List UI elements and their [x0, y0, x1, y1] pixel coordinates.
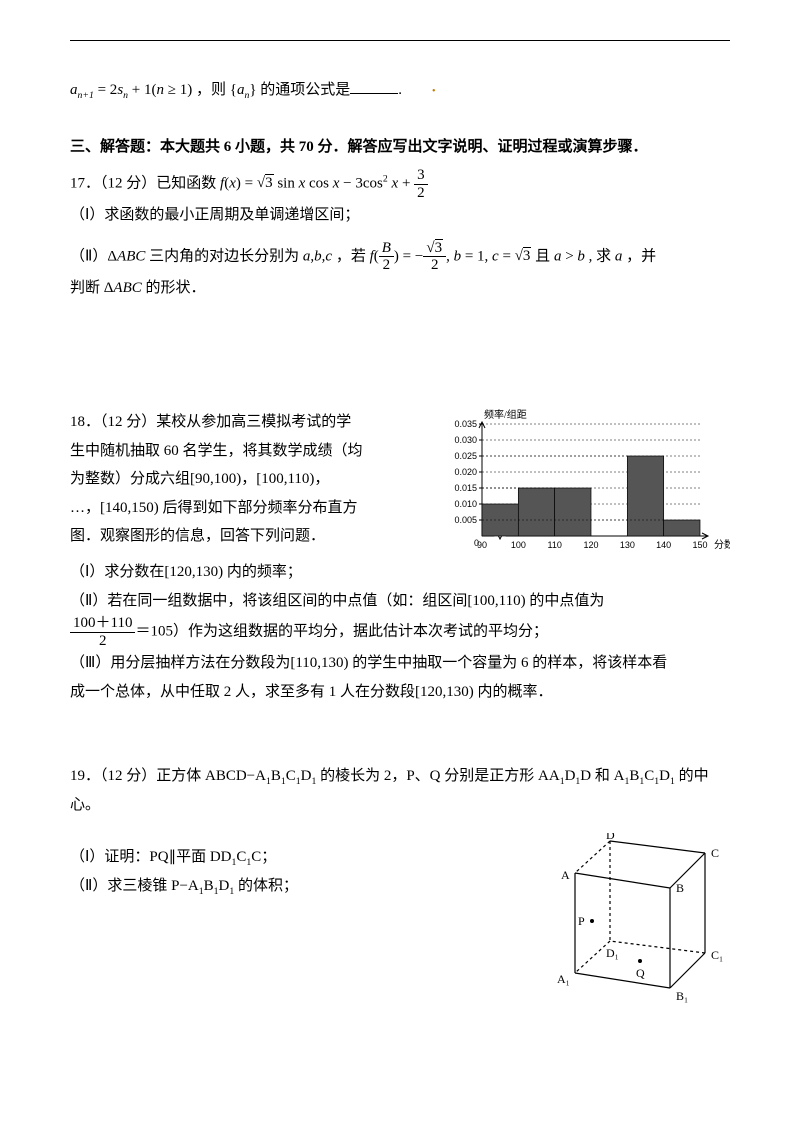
svg-text:分数: 分数 [714, 538, 730, 551]
q17-part2-line1: （Ⅱ）ΔABC 三内角的对边长分别为 a,b,c ，若 f(B2) = −√32… [70, 240, 730, 274]
svg-text:100: 100 [511, 540, 526, 550]
prev-question-fragment: an+1 = 2sn + 1(n ≥ 1) ，则 {an} 的通项公式是. • [70, 76, 730, 105]
q18-part2a: （Ⅱ）若在同一组数据中，将该组区间的中点值（如：组区间[100,110) 的中点… [70, 587, 730, 616]
svg-text:0.020: 0.020 [454, 467, 477, 477]
svg-text:120: 120 [583, 540, 598, 550]
svg-text:140: 140 [656, 540, 671, 550]
svg-text:A: A [561, 868, 570, 882]
svg-text:Q: Q [636, 966, 645, 980]
q18-part3b: 成一个总体，从中任取 2 人，求至多有 1 人在分数段[120,130) 内的概… [70, 678, 730, 707]
q18-line2: 生中随机抽取 60 名学生，将其数学成绩（均 [70, 437, 430, 466]
svg-text:0.035: 0.035 [454, 419, 477, 429]
q17-stem: 17．（12 分）已知函数 f(x) = √3 sin x cos x − 3c… [70, 167, 730, 201]
svg-text:B₁: B₁ [676, 989, 688, 1003]
svg-text:0.010: 0.010 [454, 499, 477, 509]
svg-text:C: C [711, 846, 719, 860]
svg-text:D₁: D₁ [606, 946, 619, 960]
q18-line3: 为整数）分成六组[90,100)，[100,110)， [70, 465, 430, 494]
svg-text:A₁: A₁ [557, 972, 570, 986]
q19-stem: 19．（12 分）正方体 ABCD−A1B1C1D1 的棱长为 2，P、Q 分别… [70, 762, 730, 819]
question-18: 18．（12 分）某校从参加高三模拟考试的学 生中随机抽取 60 名学生，将其数… [70, 408, 730, 706]
period: . [398, 82, 402, 98]
svg-text:0.030: 0.030 [454, 435, 477, 445]
svg-text:130: 130 [620, 540, 635, 550]
page-top-rule [70, 40, 730, 41]
svg-text:P: P [578, 914, 585, 928]
histogram-chart: 频率/组距 0.005 0.010 0.015 0.020 0.025 0.030 0.035… [440, 408, 730, 558]
section-3-title: 三、解答题：本大题共 6 小题，共 70 分．解答应写出文字说明、证明过程或演算… [70, 133, 730, 162]
q18-part2b: ＝105）作为这组数据的平均分，据此估计本次考试的平均分； [135, 623, 548, 639]
svg-text:B: B [676, 881, 684, 895]
svg-text:D: D [606, 833, 615, 842]
q18-part3: （Ⅲ）用分层抽样方法在分数段为[110,130) 的学生中抽取一个容量为 6 的… [70, 649, 730, 678]
svg-text:0.005: 0.005 [454, 515, 477, 525]
exam-page: an+1 = 2sn + 1(n ≥ 1) ，则 {an} 的通项公式是. • … [0, 0, 800, 1132]
svg-text:110: 110 [547, 540, 561, 550]
cube-diagram: D C A B D₁ C₁ A₁ B₁ P Q [540, 833, 730, 1014]
svg-text:0.015: 0.015 [454, 483, 477, 493]
svg-text:150: 150 [692, 540, 707, 550]
svg-text:90: 90 [477, 540, 487, 550]
answer-blank [350, 93, 398, 94]
frac-num: 100＋110 [70, 615, 135, 633]
q18-part2-frac-line: 100＋110 2 ＝105）作为这组数据的平均分，据此估计本次考试的平均分； [70, 615, 730, 649]
question-17: 17．（12 分）已知函数 f(x) = √3 sin x cos x − 3c… [70, 167, 730, 302]
stray-dot: • [432, 86, 436, 97]
q18-line5: 图．观察图形的信息，回答下列问题． [70, 522, 430, 551]
q17-part1: （Ⅰ）求函数的最小正周期及单调递增区间； [70, 201, 730, 230]
q17-part2-line2: 判断 ΔABC 的形状． [70, 274, 730, 303]
q18-part1: （Ⅰ）求分数在[120,130) 内的频率； [70, 558, 730, 587]
q18-line4: …，[140,150) 后得到如下部分频率分布直方 [70, 494, 430, 523]
svg-text:0.025: 0.025 [454, 451, 477, 461]
question-19: 19．（12 分）正方体 ABCD−A1B1C1D1 的棱长为 2，P、Q 分别… [70, 762, 730, 1014]
svg-text:频率/组距: 频率/组距 [484, 408, 527, 421]
svg-text:C₁: C₁ [711, 948, 723, 962]
frac-den: 2 [70, 633, 135, 650]
q18-line1: 18．（12 分）某校从参加高三模拟考试的学 [70, 408, 430, 437]
